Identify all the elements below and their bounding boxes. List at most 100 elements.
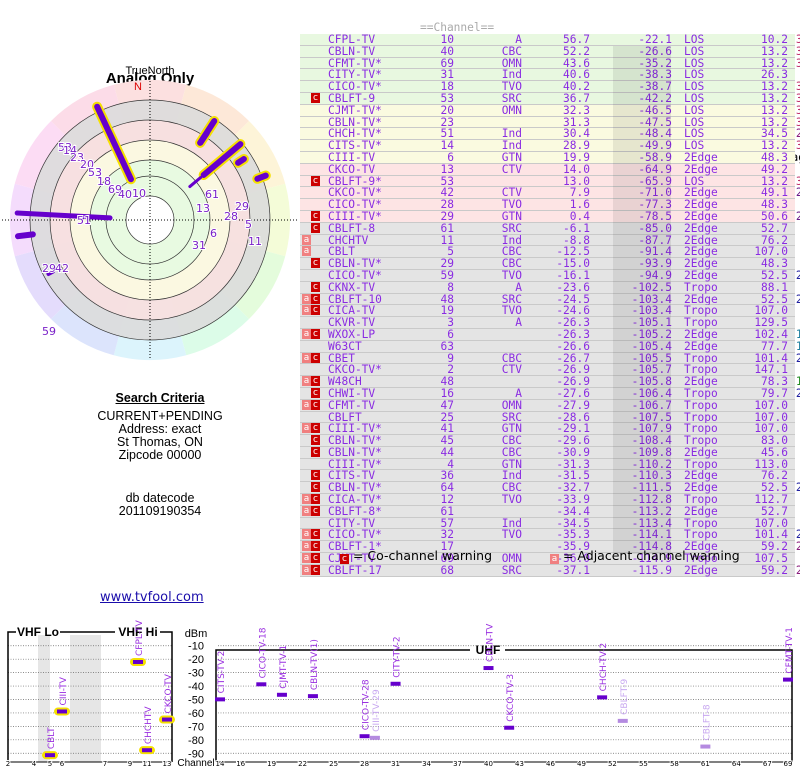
callsign-cell[interactable]: CITS-TV [328,469,376,483]
callsign-cell[interactable]: CBLFT-10 [328,292,382,306]
callsign-cell[interactable]: CBLFT-9 [328,91,376,105]
callsign-cell[interactable]: CBLN-TV* [328,257,382,271]
callsign-cell[interactable]: CICO-TV* [328,268,382,282]
callsign-cell[interactable]: CJMT-TV [328,552,376,566]
callsign-cell[interactable]: CFMT-TV [328,398,376,412]
callsign-cell[interactable]: CBLFT-8 [328,221,376,235]
table-row[interactable]: ac CBLFT-17 68 SRC -37.1 -115.9 2Edge 59.2277° … [300,563,800,577]
callsign-cell[interactable]: CKCO-TV [328,162,376,176]
callsign-cell[interactable]: CICA-TV [328,304,376,318]
table-row[interactable]: CBLN-TV* 23 31.3 -47.5 LOS 13.2318° (326°) [300,115,800,129]
callsign-cell[interactable]: CBLFT [328,410,362,424]
callsign-cell[interactable]: CBLN-TV [328,44,376,58]
callsign-cell[interactable]: CKVR-TV [328,316,376,330]
callsign-cell[interactable]: CBLN-TV* [328,445,382,459]
table-row[interactable]: ac CBET 9 CBC -26.7 -105.5 Tropo 101.4244° (253… [300,351,800,365]
table-row[interactable]: ac WXOX-LP 6 -26.3 -105.2 2Edge 102.4195° (204… [300,327,800,341]
callsign-cell[interactable]: CIII-TV* [328,209,382,223]
callsign-cell[interactable]: CBLN-TV* [328,481,382,495]
callsign-cell[interactable]: W48CH [328,375,362,389]
table-row[interactable]: acCIII-TV*41GTN-29.1-107.9Tropo107.057° … [300,422,795,436]
callsign-cell[interactable]: CICO-TV* [328,80,382,94]
power-cell: -103.4 [631,304,672,318]
table-row[interactable]: ac W48CH 48 -26.9 -105.8 2Edge 78.3133° (142°) [300,375,800,389]
callsign-cell[interactable]: WXOX-LP [328,327,376,341]
table-row[interactable]: CFPL-TV 10 A 56.7 -22.1 LOS 10.2335° (344°) [300,33,800,46]
callsign-cell[interactable]: CHWI-TV [328,386,376,400]
callsign-cell[interactable]: CITY-TV* [328,68,382,82]
table-row[interactable]: c CBLFT-9 53 SRC 36.7 -42.2 LOS 13.2318° (326°) [300,91,800,105]
callsign-cell[interactable]: CIII-TV* [328,457,382,471]
callsign-cell[interactable]: CBLT [328,245,355,259]
callsign-cell[interactable]: CBLN-TV* [328,115,382,129]
callsign-cell[interactable]: CBLFT-1* [328,540,382,554]
table-row[interactable]: W63CT 63 -26.6 -105.4 2Edge 77.7175° (184°) [300,339,800,353]
table-row[interactable]: CITS-TV* 14 Ind 28.9 -49.9 LOS 13.2318° (326°) [300,139,800,153]
table-row[interactable]: CFMT-TV* 69 OMN 43.6 -35.2 LOS 13.2318° (326°) [300,56,800,70]
callsign-cell[interactable]: CITY-TV [328,516,376,530]
table-row[interactable]: CICO-TV* 18 TVO 40.2 -38.7 LOS 13.2318° (326°) [300,80,800,94]
callsign-cell[interactable]: CBLFT-8* [328,504,382,518]
callsign-cell[interactable]: CBLFT-17 [328,563,382,577]
callsign-cell[interactable]: CKCO-TV* [328,186,382,200]
callsign-cell[interactable]: CICA-TV* [328,493,382,507]
table-row[interactable]: c CBLN-TV* 64 CBC -32.7 -111.5 2Edge 52.5242° (… [300,481,800,495]
callsign-cell[interactable]: CIII-TV [328,150,376,164]
callsign-cell[interactable]: CFMT-TV* [328,56,382,70]
callsign-cell[interactable]: W63CT [328,339,362,353]
callsign-cell[interactable]: CICO-TV* [328,528,382,542]
table-row[interactable]: ac CBLFT-1* 17 -35.9 -114.8 2Edge 59.2277° (28… [300,540,800,554]
signal-marker [276,692,287,697]
callsign-cell[interactable]: CBET [328,351,355,365]
callsign-cell[interactable]: CJMT-TV* [328,103,382,117]
table-row[interactable]: CKCO-TV* 42 CTV 7.9 -71.0 2Edge 49.1262° (271°… [300,186,800,200]
callsign-cell[interactable]: CICO-TV* [328,198,382,212]
power-cell: -112.8 [631,493,672,507]
callsign-cell[interactable]: CBLN-TV* [328,434,382,448]
table-row[interactable]: CICO-TV* 59 TVO -16.1 -94.9 2Edge 52.5242° (25… [300,268,800,282]
callsign-cell[interactable]: CHCHTV [328,233,369,247]
tvfool-link[interactable]: www.tvfool.com [100,590,204,605]
table-row[interactable]: c CIII-TV* 29 GTN 0.4 -78.5 2Edge 50.6263° (272… [300,209,800,223]
table-row[interactable]: c CBLFT-9* 53 13.0 -65.9 LOS 13.2318° (326°) [300,174,800,188]
callsign-cell[interactable]: CHCH-TV* [328,127,382,141]
adjacent-channel-badge: a [550,554,559,564]
callsign-cell[interactable]: CFPL-TV [328,33,376,46]
callsign-cell[interactable]: CKNX-TV [328,280,376,294]
callsign-cell[interactable]: CKCO-TV* [328,363,382,377]
power-cell: -93.9 [638,257,672,271]
callsign-cell[interactable]: CBLFT-9* [328,174,382,188]
table-row[interactable]: c CHWI-TV 16 A -27.6 -106.4 Tropo 79.7235° (244… [300,386,800,400]
callsign-cell[interactable]: CIII-TV* [328,422,382,436]
table-row[interactable]: ac CBLFT-10 48 SRC -24.5 -103.4 2Edge 52.5242° … [300,292,800,306]
table-row[interactable]: acCICO-TV*32TVO-35.3-114.1Tropo101.4244°… [300,528,800,542]
table-row[interactable]: CHCH-TV* 51 Ind 30.4 -48.4 LOS 34.5273° (282°) [300,127,800,141]
callsign-cell[interactable]: CITS-TV* [328,139,382,153]
station-bar [14,231,36,240]
vhf-channel-tick: 4 [32,760,37,768]
table-row[interactable]: CBLN-TV 40 CBC 52.2 -26.6 LOS 13.2318° (326°) [300,44,800,58]
table-row[interactable]: CJMT-TV* 20 OMN 32.3 -46.5 LOS 13.2318° (326°) [300,103,800,117]
